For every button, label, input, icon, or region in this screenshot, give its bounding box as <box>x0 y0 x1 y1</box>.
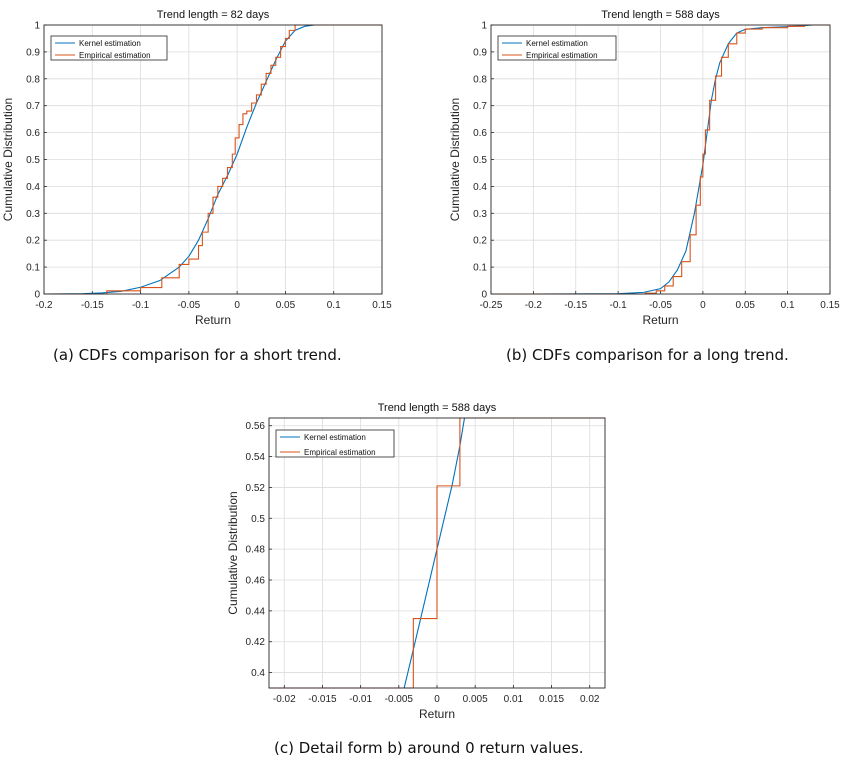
chart-title: Trend length = 82 days <box>157 9 270 21</box>
x-tick-label: -0.1 <box>132 300 150 311</box>
x-tick-label: -0.15 <box>81 300 104 311</box>
y-tick-label: 0.5 <box>473 155 487 166</box>
x-tick-label: -0.2 <box>525 300 543 311</box>
x-axis-label: Return <box>642 313 678 327</box>
y-tick-label: 0.1 <box>473 263 487 274</box>
y-tick-label: 0.5 <box>251 514 265 525</box>
x-tick-label: 0.01 <box>504 694 524 705</box>
x-tick-label: -0.1 <box>610 300 628 311</box>
legend: Kernel estimation Empirical estimation <box>275 429 395 458</box>
y-tick-label: 0.5 <box>26 155 40 166</box>
y-tick-label: 0.9 <box>473 47 487 58</box>
x-tick-label: -0.01 <box>349 694 372 705</box>
y-tick-label: 0.48 <box>246 545 266 556</box>
x-tick-label: 0.05 <box>276 300 296 311</box>
legend: Kernel estimation Empirical estimation <box>50 35 168 61</box>
legend-label: Kernel estimation <box>304 433 366 442</box>
x-tick-label: -0.005 <box>385 694 414 705</box>
y-tick-label: 0.7 <box>26 101 40 112</box>
x-tick-label: -0.05 <box>649 300 672 311</box>
legend-label: Kernel estimation <box>526 39 588 48</box>
x-tick-label: -0.15 <box>564 300 587 311</box>
empirical-series-line <box>491 24 830 295</box>
x-tick-label: -0.015 <box>308 694 337 705</box>
y-tick-label: 0.3 <box>26 209 40 220</box>
y-tick-label: 0.56 <box>246 421 266 432</box>
y-tick-label: 0.4 <box>26 182 40 193</box>
x-tick-label: -0.2 <box>35 300 53 311</box>
y-tick-label: 1 <box>481 21 487 32</box>
y-axis-label: Cumulative Distribution <box>1 98 15 221</box>
x-tick-label: 0.02 <box>580 694 600 705</box>
x-axis-label: Return <box>419 707 455 721</box>
legend-label: Empirical estimation <box>526 51 598 60</box>
y-tick-label: 0.2 <box>26 236 40 247</box>
legend: Kernel estimation Empirical estimation <box>497 35 617 61</box>
y-axis-label: Cumulative Distribution <box>448 98 462 221</box>
y-tick-label: 0.2 <box>473 236 487 247</box>
y-tick-label: 0.3 <box>473 209 487 220</box>
y-tick-label: 0.42 <box>246 637 266 648</box>
y-tick-label: 0.7 <box>473 101 487 112</box>
x-tick-label: 0.015 <box>539 694 564 705</box>
x-axis-label: Return <box>195 313 231 327</box>
y-tick-label: 0.6 <box>26 128 40 139</box>
y-tick-label: 0.8 <box>26 74 40 85</box>
x-tick-label: 0.1 <box>781 300 795 311</box>
caption-a: (a) CDFs comparison for a short trend. <box>53 346 342 364</box>
y-tick-label: 0 <box>34 290 40 301</box>
y-tick-label: 0.44 <box>246 606 266 617</box>
x-tick-label: -0.05 <box>177 300 200 311</box>
chart-b: -0.25 -0.2 -0.15 -0.1 -0.05 0 0.05 0.1 0.15 0 0.1 0… <box>448 9 840 327</box>
x-tick-label: -0.02 <box>273 694 296 705</box>
legend-box <box>497 35 617 61</box>
caption-b: (b) CDFs comparison for a long trend. <box>506 346 789 364</box>
empirical-series-line <box>44 24 382 295</box>
x-tick-label: 0.15 <box>820 300 840 311</box>
chart-c: -0.02 -0.015 -0.01 -0.005 0 0.005 0.01 0.015 0.0… <box>226 402 606 721</box>
x-tick-label: 0 <box>434 694 440 705</box>
x-tick-label: 0.05 <box>736 300 756 311</box>
legend-box <box>50 35 168 61</box>
chart-title: Trend length = 588 days <box>378 402 497 414</box>
x-tick-label: 0.005 <box>463 694 488 705</box>
y-tick-label: 0.46 <box>246 576 266 587</box>
y-tick-label: 0 <box>481 290 487 301</box>
x-tick-label: -0.25 <box>480 300 503 311</box>
y-tick-label: 0.8 <box>473 74 487 85</box>
plot-frame <box>268 417 606 689</box>
y-tick-label: 0.52 <box>246 483 266 494</box>
chart-title: Trend length = 588 days <box>601 9 720 21</box>
caption-c: (c) Detail form b) around 0 return value… <box>274 739 584 757</box>
plot-frame <box>490 24 831 295</box>
y-tick-label: 1 <box>34 21 40 32</box>
x-tick-label: 0.1 <box>327 300 341 311</box>
y-tick-label: 0.1 <box>26 263 40 274</box>
chart-a: -0.2 -0.15 -0.1 -0.05 0 0.05 0.1 0.15 0 0.1 0.2 0.3… <box>1 9 392 327</box>
plot-frame <box>43 24 383 295</box>
y-axis-label: Cumulative Distribution <box>226 491 240 614</box>
legend-label: Empirical estimation <box>79 51 151 60</box>
y-tick-label: 0.9 <box>26 47 40 58</box>
y-tick-label: 0.4 <box>251 668 265 679</box>
legend-label: Kernel estimation <box>79 39 141 48</box>
legend-label: Empirical estimation <box>304 448 376 457</box>
y-tick-label: 0.54 <box>246 452 266 463</box>
x-tick-label: 0 <box>700 300 706 311</box>
y-tick-label: 0.4 <box>473 182 487 193</box>
y-tick-label: 0.6 <box>473 128 487 139</box>
x-tick-label: 0.15 <box>372 300 392 311</box>
x-tick-label: 0 <box>234 300 240 311</box>
